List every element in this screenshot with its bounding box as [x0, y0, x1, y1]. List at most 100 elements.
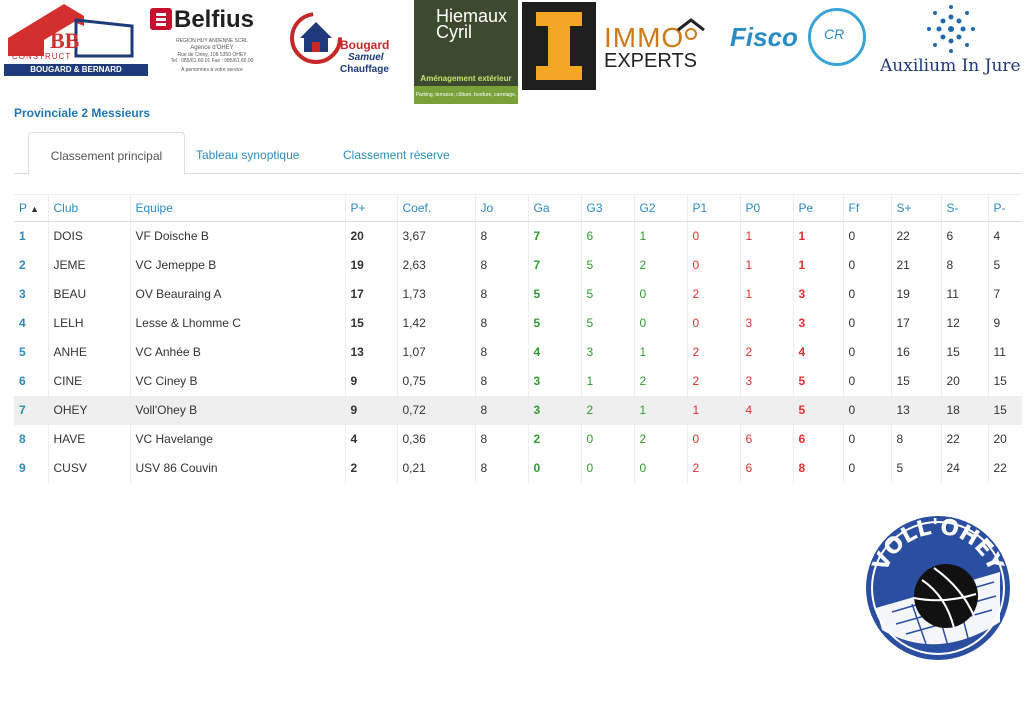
table-row[interactable]: 9 CUSV USV 86 Couvin 2 0,21 8 0 0 0 2 6 8 0 5 24 22	[14, 453, 1022, 483]
cell-g2: 1	[633, 337, 687, 367]
table-row[interactable]: 1 DOIS VF Doische B 20 3,67 8 7 6 1 0 1 1 0 22 6 4	[14, 221, 1022, 251]
cell-club: BEAU	[47, 279, 130, 309]
column-header-p-minus[interactable]: P-	[987, 194, 1022, 222]
cell-p1: 0	[686, 308, 740, 338]
belfius-line1: REGION HUY ANDENNE SCRL	[176, 38, 248, 44]
column-header-p-plus[interactable]: P+	[344, 194, 397, 222]
fisco-initials: CR	[824, 26, 845, 42]
column-header-p1[interactable]: P1	[686, 194, 740, 222]
cell-sets-won: 15	[890, 366, 941, 396]
standings-body: 1 DOIS VF Doische B 20 3,67 8 7 6 1 0 1 1 0 22 6 4 2 JEME…	[14, 221, 1022, 483]
column-header-g3[interactable]: G3	[580, 194, 634, 222]
table-row[interactable]: 5 ANHE VC Anhée B 13 1,07 8 4 3 1 2 2 4 0 16 15 11	[14, 337, 1022, 367]
cell-g2: 1	[633, 221, 687, 251]
svg-text:BB: BB	[50, 28, 80, 53]
i-cut-right	[570, 26, 582, 66]
column-header-equipe[interactable]: Equipe	[129, 194, 345, 222]
cell-rank[interactable]: 5	[19, 345, 26, 359]
table-row[interactable]: 2 JEME VC Jemeppe B 19 2,63 8 7 5 2 0 1 1 0 21 8 5	[14, 250, 1022, 280]
cell-pe: 5	[792, 395, 843, 425]
table-row[interactable]: 4 LELH Lesse & Lhomme C 15 1,42 8 5 5 0 0 3 3 0 17 12 9	[14, 308, 1022, 338]
hiemaux-tagline: Aménagement extérieur	[420, 74, 512, 83]
division-title: Provinciale 2 Messieurs	[14, 106, 151, 120]
bb-construct-text: CONSTRUCT	[12, 52, 72, 61]
cell-coef: 1,07	[396, 337, 475, 367]
cell-rank[interactable]: 3	[19, 287, 26, 301]
cell-sets-won: 17	[890, 308, 941, 338]
cell-sets-won: 5	[890, 453, 941, 483]
column-header-coef[interactable]: Coef.	[396, 194, 475, 222]
column-header-p[interactable]: P ▲	[14, 194, 48, 222]
column-header-jo[interactable]: Jo	[474, 194, 528, 222]
cell-ff: 0	[842, 337, 891, 367]
column-header-pe[interactable]: Pe	[792, 194, 843, 222]
cell-equipe: Voll'Ohey B	[129, 395, 345, 425]
cell-ga: 4	[527, 337, 581, 367]
sponsor-fisco-cr-logo: Fisco CR	[726, 6, 870, 70]
cell-g2: 1	[633, 395, 687, 425]
tab-classement-principal[interactable]: Classement principal	[28, 132, 185, 175]
cell-penalties: 11	[987, 337, 1022, 367]
tab-tableau-synoptique[interactable]: Tableau synoptique	[196, 148, 300, 162]
cell-rank[interactable]: 4	[19, 316, 26, 330]
cell-club: CUSV	[47, 453, 130, 483]
tab-classement-reserve[interactable]: Classement réserve	[343, 148, 450, 162]
cell-sets-lost: 15	[940, 337, 988, 367]
column-header-ff[interactable]: Ff	[842, 194, 891, 222]
cell-g2: 0	[633, 308, 687, 338]
cell-sets-lost: 8	[940, 250, 988, 280]
column-header-p0[interactable]: P0	[739, 194, 793, 222]
table-row[interactable]: 6 CINE VC Ciney B 9 0,75 8 3 1 2 2 3 5 0 15 20 15	[14, 366, 1022, 396]
cell-sets-won: 13	[890, 395, 941, 425]
cell-rank[interactable]: 2	[19, 258, 26, 272]
cell-points: 4	[344, 424, 397, 454]
cell-pe: 5	[792, 366, 843, 396]
cell-rank[interactable]: 9	[19, 461, 26, 475]
cell-club: HAVE	[47, 424, 130, 454]
column-header-s-plus[interactable]: S+	[890, 194, 941, 222]
i-cut-left	[536, 26, 548, 66]
hiemaux-name: Hiemaux Cyril	[436, 7, 507, 41]
cell-g2: 0	[633, 453, 687, 483]
house-heating-icon	[290, 12, 342, 64]
bougard-activity: Chauffage	[340, 64, 389, 75]
table-row[interactable]: 7 OHEY Voll'Ohey B 9 0,72 8 3 2 1 1 4 5 0 13 18 15	[14, 395, 1022, 425]
table-row[interactable]: 3 BEAU OV Beauraing A 17 1,73 8 5 5 0 2 1 3 0 19 11 7	[14, 279, 1022, 309]
belfius-line2: Agence d'OHEY	[190, 45, 234, 51]
column-header-s-minus[interactable]: S-	[940, 194, 988, 222]
cell-ff: 0	[842, 221, 891, 251]
cell-equipe: VF Doische B	[129, 221, 345, 251]
cell-g3: 0	[580, 424, 634, 454]
cell-g3: 0	[580, 453, 634, 483]
cell-rank[interactable]: 8	[19, 432, 26, 446]
cell-rank[interactable]: 1	[19, 229, 26, 244]
cell-ga: 7	[527, 250, 581, 280]
cell-ga: 0	[527, 453, 581, 483]
bb-company-name: BOUGARD & BERNARD	[4, 64, 148, 76]
cell-equipe: VC Ciney B	[129, 366, 345, 396]
sponsor-auxilium-logo: Auxilium In Jure	[876, 4, 1024, 78]
immo-line2: EXPERTS	[604, 50, 697, 72]
column-header-club[interactable]: Club	[47, 194, 130, 222]
cell-points: 20	[344, 221, 397, 251]
column-header-g2[interactable]: G2	[633, 194, 687, 222]
cell-points: 17	[344, 279, 397, 309]
cell-rank[interactable]: 6	[19, 374, 26, 388]
cell-p1: 0	[686, 424, 740, 454]
cell-penalties: 4	[987, 221, 1022, 251]
belfius-line3: Rue de Ciney, 108 5350 OHEY	[177, 52, 247, 58]
cell-ff: 0	[842, 250, 891, 280]
cell-equipe: Lesse & Lhomme C	[129, 308, 345, 338]
cell-rank[interactable]: 7	[14, 395, 48, 425]
cell-pe: 3	[792, 279, 843, 309]
sponsor-bougard-logo: Bougard Samuel Chauffage	[288, 8, 406, 76]
cell-jo: 8	[474, 366, 528, 396]
cell-sets-lost: 12	[940, 308, 988, 338]
cell-p0: 3	[739, 308, 793, 338]
table-row[interactable]: 8 HAVE VC Havelange 4 0,36 8 2 0 2 0 6 6 0 8 22 20	[14, 424, 1022, 454]
column-header-ga[interactable]: Ga	[527, 194, 581, 222]
cell-g3: 5	[580, 250, 634, 280]
cell-sets-lost: 6	[940, 221, 988, 251]
cell-ga: 2	[527, 424, 581, 454]
cell-p0: 2	[739, 337, 793, 367]
